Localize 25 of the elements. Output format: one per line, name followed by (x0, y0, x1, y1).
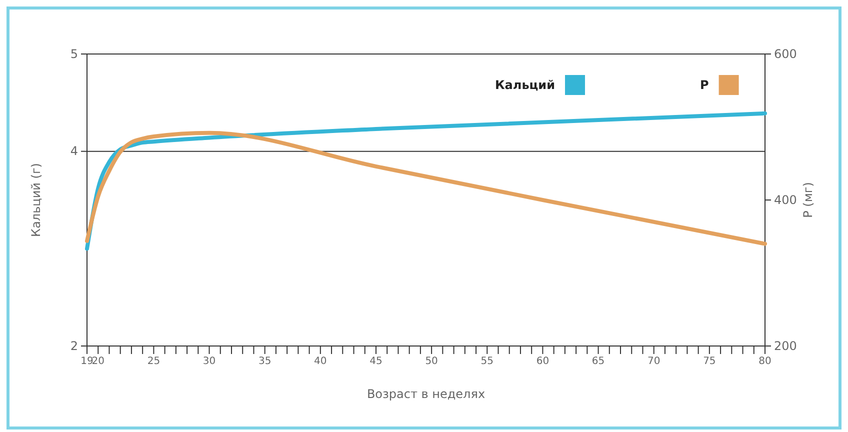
y2-axis-title: P (мг) (801, 182, 815, 218)
x-tick-label: 40 (314, 356, 327, 368)
x-axis-title: Возраст в неделях (366, 387, 486, 401)
x-tick-label: 35 (258, 356, 272, 368)
x-tick-label: 20 (92, 356, 104, 368)
x-tick-label: 70 (647, 356, 660, 368)
y-tick-label: 5 (70, 46, 78, 61)
x-tick-label: 45 (370, 356, 382, 368)
legend-label: Кальций (495, 78, 555, 92)
x-tick-label: 55 (480, 356, 494, 368)
x-tick-label: 30 (202, 356, 216, 368)
x-tick-label: 19 (80, 356, 94, 368)
y2-tick-label: 600 (774, 46, 797, 61)
x-tick-label: 75 (703, 356, 716, 368)
x-tick-label: 25 (147, 356, 160, 368)
y2-tick-label: 400 (774, 192, 797, 207)
legend-label: P (700, 78, 709, 92)
x-tick-label: 60 (536, 356, 550, 368)
y-tick-label: 2 (70, 338, 78, 353)
x-tick-label: 65 (592, 356, 605, 368)
y2-tick-label: 200 (774, 338, 797, 353)
x-tick-label: 50 (425, 356, 438, 368)
x-tick-label: 80 (758, 356, 772, 368)
y-axis-title: Кальций (г) (29, 163, 43, 237)
y-tick-label: 4 (70, 144, 78, 158)
